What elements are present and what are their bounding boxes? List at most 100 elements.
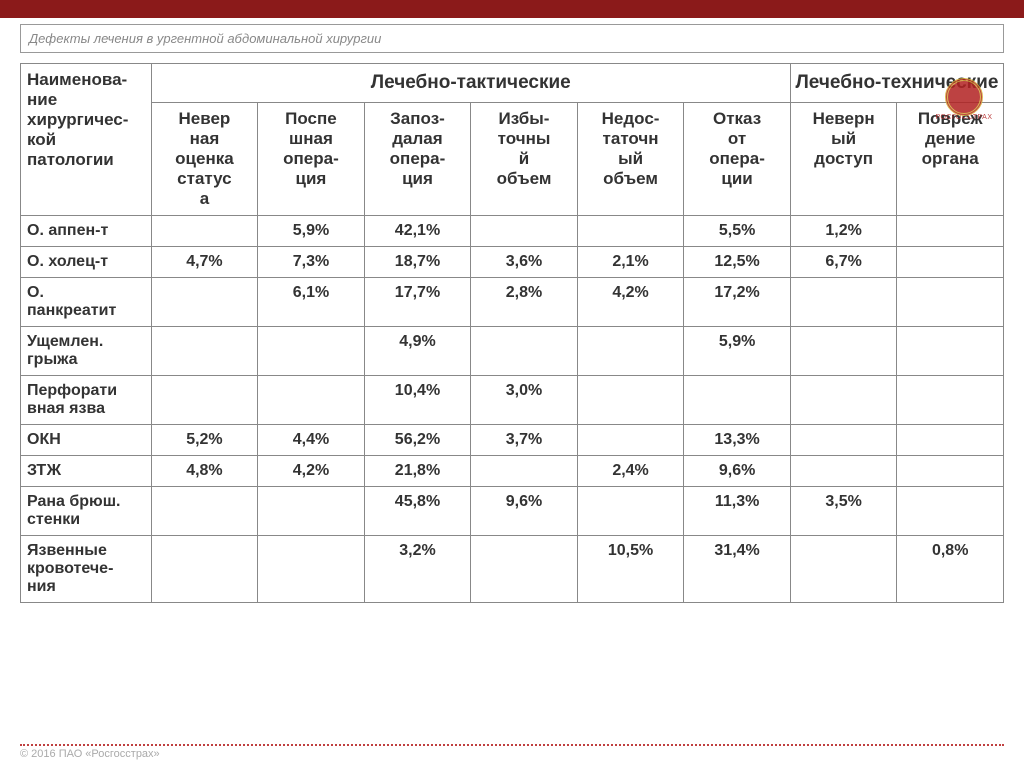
page-title: Дефекты лечения в ургентной абдоминально… (29, 31, 381, 46)
column-header: Избы-точныйобъем (471, 103, 578, 216)
data-cell (790, 376, 897, 425)
row-label: О. холец-т (21, 247, 152, 278)
data-cell: 10,4% (364, 376, 471, 425)
data-cell: 5,9% (258, 216, 365, 247)
table-row: О.панкреатит 6,1%17,7%2,8%4,2%17,2% (21, 278, 1004, 327)
data-cell: 4,2% (577, 278, 684, 327)
data-cell: 5,9% (684, 327, 791, 376)
data-cell: 1,2% (790, 216, 897, 247)
column-header: Отказотопера-ции (684, 103, 791, 216)
data-cell: 3,2% (364, 536, 471, 603)
data-cell: 17,2% (684, 278, 791, 327)
table-header-row-sub: НевернаяоценкастатусаПоспешнаяопера-цияЗ… (21, 103, 1004, 216)
data-cell (790, 278, 897, 327)
top-accent-bar (0, 0, 1024, 18)
data-cell (471, 327, 578, 376)
data-cell: 0,8% (897, 536, 1004, 603)
data-cell (258, 376, 365, 425)
data-cell (151, 376, 258, 425)
data-cell: 4,8% (151, 456, 258, 487)
data-cell (577, 376, 684, 425)
data-cell: 6,1% (258, 278, 365, 327)
page-title-box: Дефекты лечения в ургентной абдоминально… (20, 24, 1004, 53)
row-label: ЗТЖ (21, 456, 152, 487)
defects-table: Наименова-ние хирургичес-кой патологии Л… (20, 63, 1004, 603)
table-row: О. холец-т4,7%7,3%18,7%3,6%2,1%12,5%6,7% (21, 247, 1004, 278)
data-cell: 31,4% (684, 536, 791, 603)
data-cell (258, 487, 365, 536)
data-cell: 3,7% (471, 425, 578, 456)
data-cell (897, 327, 1004, 376)
row-label: Перфоративная язва (21, 376, 152, 425)
row-label: Язвенныекровотече-ния (21, 536, 152, 603)
data-cell (897, 425, 1004, 456)
data-cell (897, 278, 1004, 327)
data-cell (471, 216, 578, 247)
copyright-footer: © 2016 ПАО «Росгосстрах» (20, 748, 160, 760)
data-cell: 9,6% (684, 456, 791, 487)
data-cell (151, 327, 258, 376)
table-row: Рана брюш.стенки 45,8%9,6% 11,3%3,5% (21, 487, 1004, 536)
data-cell (577, 487, 684, 536)
data-cell (151, 216, 258, 247)
data-cell: 11,3% (684, 487, 791, 536)
data-cell: 18,7% (364, 247, 471, 278)
data-cell: 7,3% (258, 247, 365, 278)
data-cell: 17,7% (364, 278, 471, 327)
row-label: О.панкреатит (21, 278, 152, 327)
column-header: Недос-таточныйобъем (577, 103, 684, 216)
data-cell: 3,5% (790, 487, 897, 536)
data-cell: 56,2% (364, 425, 471, 456)
column-header: Запоз-далаяопера-ция (364, 103, 471, 216)
data-cell (897, 247, 1004, 278)
data-cell: 6,7% (790, 247, 897, 278)
data-cell: 10,5% (577, 536, 684, 603)
data-cell (471, 536, 578, 603)
data-cell (897, 376, 1004, 425)
data-cell: 5,5% (684, 216, 791, 247)
data-cell: 3,0% (471, 376, 578, 425)
data-cell (897, 216, 1004, 247)
data-cell (577, 425, 684, 456)
column-header: Поспешнаяопера-ция (258, 103, 365, 216)
data-cell (151, 536, 258, 603)
table-row: Язвенныекровотече-ния 3,2% 10,5%31,4% 0,8% (21, 536, 1004, 603)
data-cell (471, 456, 578, 487)
data-cell: 3,6% (471, 247, 578, 278)
table-header-row-groups: Наименова-ние хирургичес-кой патологии Л… (21, 64, 1004, 103)
brand-logo: РОСГОССТРАХ (934, 78, 994, 118)
data-cell: 4,4% (258, 425, 365, 456)
column-header: Невернаяоценкастатуса (151, 103, 258, 216)
data-cell: 13,3% (684, 425, 791, 456)
data-cell (790, 327, 897, 376)
data-cell (897, 487, 1004, 536)
row-label: Ущемлен.грыжа (21, 327, 152, 376)
data-cell (790, 456, 897, 487)
data-cell (151, 278, 258, 327)
data-cell (790, 536, 897, 603)
column-header: Неверныйдоступ (790, 103, 897, 216)
data-cell: 9,6% (471, 487, 578, 536)
data-cell (790, 425, 897, 456)
data-cell: 21,8% (364, 456, 471, 487)
table-row: О. аппен-т 5,9%42,1% 5,5%1,2% (21, 216, 1004, 247)
table-row: ОКН5,2%4,4%56,2%3,7%13,3% (21, 425, 1004, 456)
data-cell: 42,1% (364, 216, 471, 247)
table-row: Перфоративная язва 10,4%3,0% (21, 376, 1004, 425)
data-cell (258, 536, 365, 603)
group-header-tactical: Лечебно-тактические (151, 64, 790, 103)
table-container: Наименова-ние хирургичес-кой патологии Л… (0, 63, 1024, 603)
data-cell: 2,8% (471, 278, 578, 327)
table-row: ЗТЖ4,8%4,2%21,8%2,4%9,6% (21, 456, 1004, 487)
row-label: ОКН (21, 425, 152, 456)
row-label: Рана брюш.стенки (21, 487, 152, 536)
row-header-label: Наименова-ние хирургичес-кой патологии (21, 64, 152, 216)
data-cell: 4,7% (151, 247, 258, 278)
row-label: О. аппен-т (21, 216, 152, 247)
data-cell: 45,8% (364, 487, 471, 536)
data-cell (577, 327, 684, 376)
shield-icon (945, 78, 983, 116)
data-cell (897, 456, 1004, 487)
data-cell (258, 327, 365, 376)
data-cell: 2,4% (577, 456, 684, 487)
